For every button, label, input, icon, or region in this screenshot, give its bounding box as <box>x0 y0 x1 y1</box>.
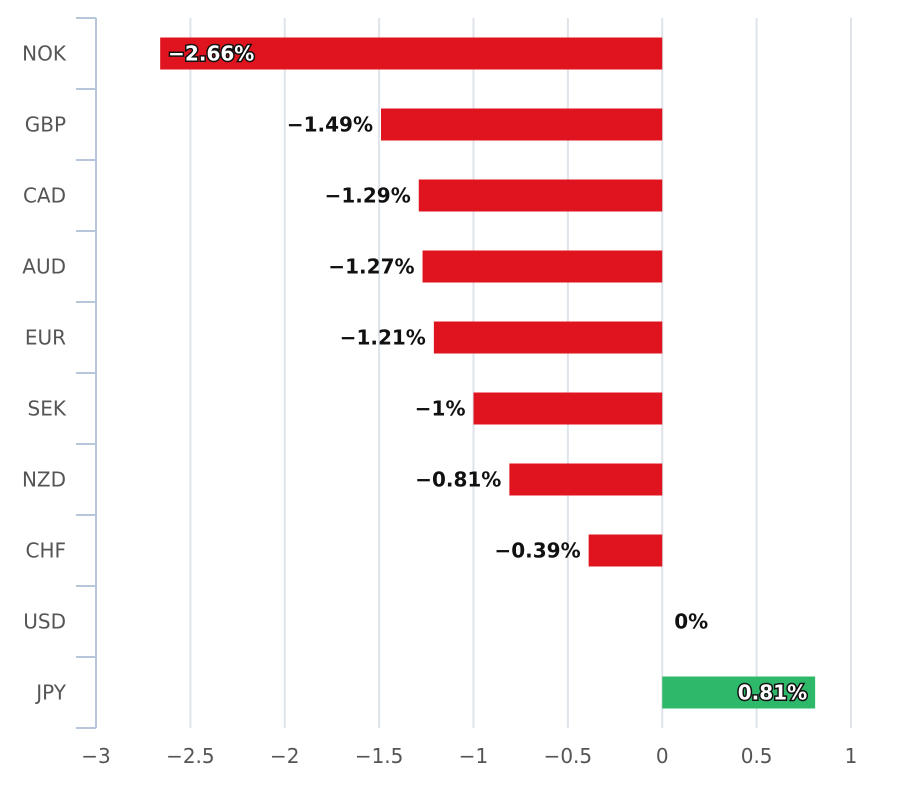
bar <box>422 250 663 283</box>
category-label: CHF <box>25 539 66 563</box>
category-label: USD <box>23 610 66 634</box>
bar <box>588 534 663 567</box>
category-label: NZD <box>22 468 66 492</box>
category-label: NOK <box>22 42 67 66</box>
data-label: 0% <box>674 610 708 634</box>
bar <box>418 179 663 212</box>
x-tick-label: −0.5 <box>544 744 593 768</box>
bars <box>160 37 816 709</box>
bar <box>381 108 663 141</box>
category-label: EUR <box>25 326 66 350</box>
x-tick-label: 1 <box>845 744 858 768</box>
data-label: −1% <box>415 397 466 421</box>
category-label: JPY <box>34 681 67 705</box>
x-tick-label: −1 <box>459 744 488 768</box>
category-labels: NOK GBP CAD AUD EUR SEK NZD CHF USD JPY <box>22 42 67 705</box>
data-labels: −2.66% −1.49% −1.29% −1.27% −1.21% −1% −0.81% −… <box>167 40 809 706</box>
x-tick-label: −2.5 <box>166 744 215 768</box>
x-tick-label: −3 <box>81 744 110 768</box>
bar <box>662 676 816 709</box>
category-label: SEK <box>28 397 67 421</box>
data-label: −0.81% <box>415 468 501 492</box>
data-label: −1.21% <box>340 326 426 350</box>
data-label: −1.27% <box>328 255 414 279</box>
x-tick-label: −1.5 <box>355 744 404 768</box>
x-tick-label: 0 <box>656 744 669 768</box>
bar <box>509 463 663 496</box>
bar <box>473 392 663 425</box>
x-tick-label: 0.5 <box>741 744 773 768</box>
x-tick-label: −2 <box>270 744 299 768</box>
x-tick-labels: −3 −2.5 −2 −1.5 −1 −0.5 0 0.5 1 <box>81 744 857 768</box>
data-label: −0.39% <box>494 539 580 563</box>
data-label: 0.81% <box>738 681 807 705</box>
bar <box>433 321 663 354</box>
category-label: AUD <box>22 255 66 279</box>
bar <box>160 37 663 70</box>
category-label: CAD <box>23 184 66 208</box>
data-label: −1.29% <box>325 184 411 208</box>
category-label: GBP <box>25 113 66 137</box>
data-label: −1.49% <box>287 113 373 137</box>
category-axis <box>76 17 97 729</box>
data-label: −2.66% <box>168 42 254 66</box>
